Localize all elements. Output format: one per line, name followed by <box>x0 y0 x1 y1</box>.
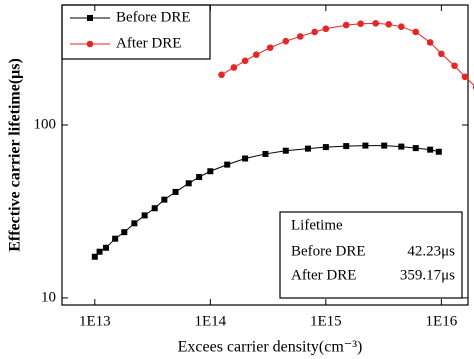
legend-label: Before DRE <box>116 9 191 25</box>
data-point <box>343 143 350 150</box>
series-line <box>94 145 439 258</box>
data-point <box>196 174 203 181</box>
data-point <box>362 142 369 149</box>
y-tick-label: 100 <box>34 116 57 132</box>
legend-marker <box>87 15 93 21</box>
data-point <box>141 212 148 219</box>
annotation-value: 359.17μs <box>400 267 455 283</box>
data-point <box>121 229 128 236</box>
data-point <box>131 220 138 227</box>
x-tick-label: 1E14 <box>194 313 226 329</box>
data-point <box>112 235 119 242</box>
data-point <box>427 146 434 153</box>
x-tick-label: 1E13 <box>79 313 111 329</box>
data-point <box>224 161 231 168</box>
data-point <box>426 39 434 46</box>
data-point <box>91 253 98 260</box>
data-point <box>398 143 405 150</box>
data-point <box>96 248 103 255</box>
data-point <box>412 145 419 152</box>
x-axis-label: Excees carrier density(cm⁻³) <box>178 339 363 356</box>
data-point <box>438 50 445 58</box>
data-point <box>381 142 388 149</box>
x-tick-label: 1E16 <box>426 313 458 329</box>
plot-frame <box>61 4 469 306</box>
data-point <box>151 205 158 212</box>
data-point <box>296 33 304 40</box>
data-point <box>266 44 274 51</box>
x-tick-label: 1E15 <box>310 313 342 329</box>
legend-label: After DRE <box>116 35 181 51</box>
data-point <box>185 180 192 187</box>
data-point <box>304 145 311 152</box>
data-point <box>435 148 442 155</box>
data-point <box>385 21 393 28</box>
data-point <box>412 28 420 36</box>
data-point <box>322 144 329 151</box>
y-axis-label: Effective carrier lifetime(μs) <box>7 58 24 252</box>
annotation-label: After DRE <box>291 267 356 283</box>
data-point <box>242 155 249 162</box>
data-point <box>372 20 379 27</box>
data-point <box>311 28 318 36</box>
data-point <box>398 23 405 31</box>
annotation-title: Lifetime <box>291 217 343 233</box>
annotation-label: Before DRE <box>291 243 366 259</box>
data-point <box>322 25 330 33</box>
data-point <box>241 57 249 65</box>
data-point <box>218 71 225 79</box>
annotation-box <box>279 211 463 299</box>
data-point <box>342 21 350 29</box>
data-point <box>172 188 179 195</box>
data-point <box>282 147 289 154</box>
data-point <box>262 150 269 157</box>
data-point <box>230 64 238 71</box>
legend-marker <box>86 40 94 48</box>
data-point <box>461 73 469 81</box>
data-point <box>253 51 260 58</box>
data-point <box>103 244 110 251</box>
data-point <box>207 168 214 175</box>
legend-box <box>61 4 211 60</box>
data-point <box>282 37 290 45</box>
data-point <box>451 62 458 70</box>
annotation-value: 42.23μs <box>407 243 455 259</box>
data-point <box>161 196 168 203</box>
y-tick-label: 10 <box>41 289 56 305</box>
data-point <box>357 20 364 28</box>
